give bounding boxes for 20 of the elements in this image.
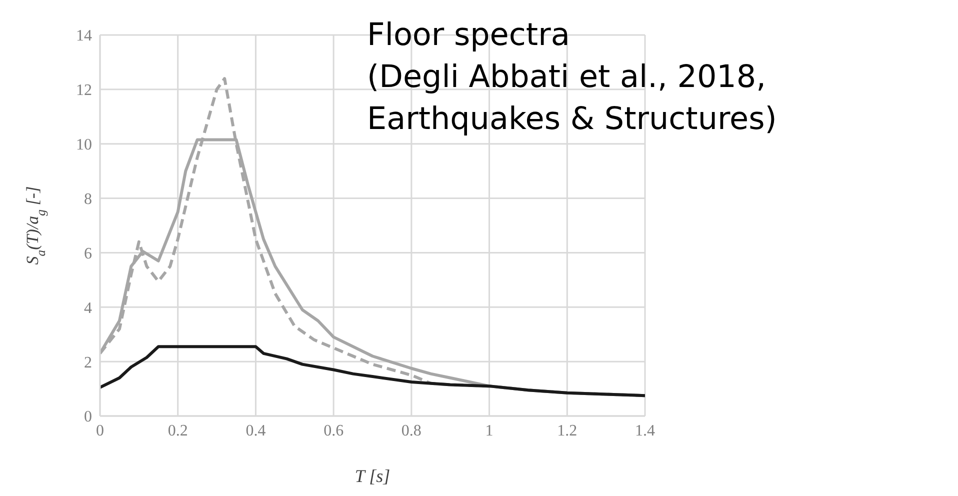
y-tick-label: 12 [76,82,92,100]
line-series [100,345,645,398]
y-tick-label: 6 [84,245,92,262]
x-axis-title: T [s] [354,466,390,486]
x-tick-label: 0 [96,422,104,440]
x-tick-label: 1 [485,422,494,440]
y-tick-label: 10 [76,136,92,154]
x-tick-label: 0.2 [168,422,188,440]
y-tick-label: 4 [84,300,92,317]
y-tick-label: 0 [84,408,92,426]
y-tick-label: 8 [84,190,92,208]
y-tick-label: 14 [76,28,92,45]
x-tick-label: 0.6 [324,422,344,440]
x-tick-label: 1.4 [635,422,655,440]
x-tick-label: 1.2 [557,422,578,440]
chart-title: Floor spectra [367,16,571,55]
text: (Degli Abbati et al., 2018, Earthquakes & Structures) [367,58,778,139]
x-tick-label: 0.8 [401,422,422,440]
x-tick-label: 0.4 [246,422,266,440]
y-tick-label: 2 [84,354,92,372]
